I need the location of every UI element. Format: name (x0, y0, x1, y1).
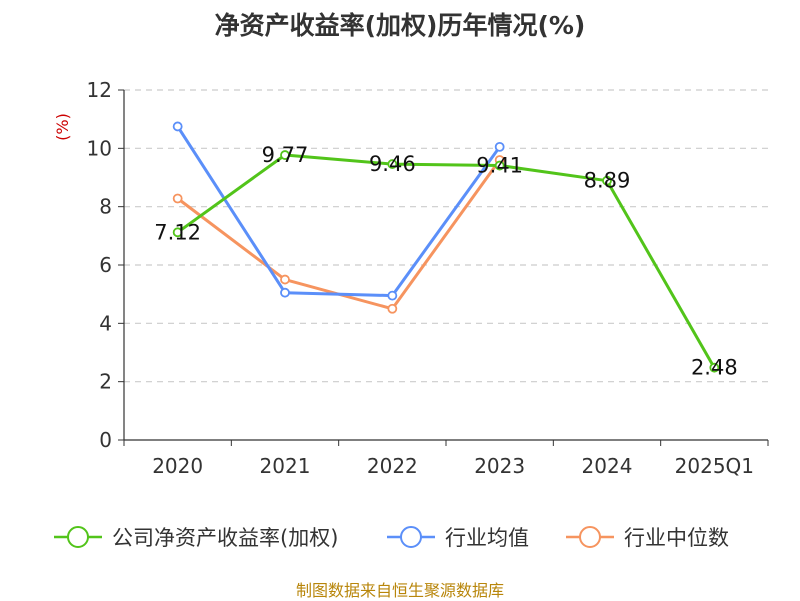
series-line (176, 125, 502, 298)
y-axis-unit-label: (%) (53, 113, 72, 141)
chart-title: 净资产收益率(加权)历年情况(%) (214, 11, 586, 40)
data-point (602, 175, 612, 186)
grid-lines (124, 89, 768, 383)
data-source-note: 制图数据来自恒生聚源数据库 (295, 581, 504, 600)
data-label: 9.77 (262, 143, 309, 167)
data-point (280, 150, 290, 160)
legend-label: 行业均值 (445, 526, 529, 550)
y-tick-label: 6 (99, 253, 112, 277)
legend[interactable]: 公司净资产收益率(加权) 行业均值 行业中位数 (54, 526, 729, 550)
data-labels: 7.12 9.77 9.46 9.41 8.89 2.48 (154, 143, 737, 380)
data-label: 9.46 (369, 152, 416, 176)
y-tick-label: 2 (99, 370, 112, 394)
series-line (176, 158, 502, 311)
x-tick-label: 2025Q1 (675, 454, 754, 478)
legend-swatch-marker (67, 526, 89, 548)
data-point (280, 287, 290, 298)
axes: 0 2 4 6 8 10 12 2020 2021 2022 2023 2024 2025Q1 (87, 78, 769, 478)
y-tick-label: 0 (99, 428, 112, 452)
data-point (387, 159, 398, 169)
data-point (709, 362, 720, 373)
legend-item[interactable]: 行业均值 (387, 526, 529, 550)
legend-swatch-marker (579, 526, 601, 548)
data-label: 2.48 (691, 356, 738, 380)
data-point (280, 274, 290, 285)
data-point (387, 290, 398, 301)
data-label: 8.89 (584, 169, 631, 193)
data-point (494, 160, 505, 171)
legend-label: 公司净资产收益率(加权) (112, 526, 338, 550)
data-point (172, 227, 183, 238)
data-point (172, 121, 183, 132)
series-line (176, 153, 716, 370)
y-tick-label: 12 (87, 78, 112, 102)
y-tick-label: 8 (99, 195, 112, 219)
legend-label: 行业中位数 (624, 526, 729, 550)
data-point (494, 141, 505, 152)
x-tick-label: 2023 (474, 454, 525, 478)
x-tick-label: 2022 (367, 454, 418, 478)
data-label: 9.41 (476, 154, 523, 178)
legend-swatch-marker (400, 526, 422, 548)
x-tick-label: 2020 (152, 454, 203, 478)
y-tick-label: 4 (99, 311, 112, 335)
series-group (172, 121, 720, 373)
x-tick-label: 2021 (260, 454, 311, 478)
x-tick-label: 2024 (582, 454, 633, 478)
y-tick-label: 10 (87, 136, 112, 160)
data-point (172, 193, 183, 204)
legend-item[interactable]: 公司净资产收益率(加权) (54, 526, 338, 550)
legend-item[interactable]: 行业中位数 (566, 526, 729, 550)
data-label: 7.12 (154, 220, 201, 244)
data-point (387, 303, 398, 314)
